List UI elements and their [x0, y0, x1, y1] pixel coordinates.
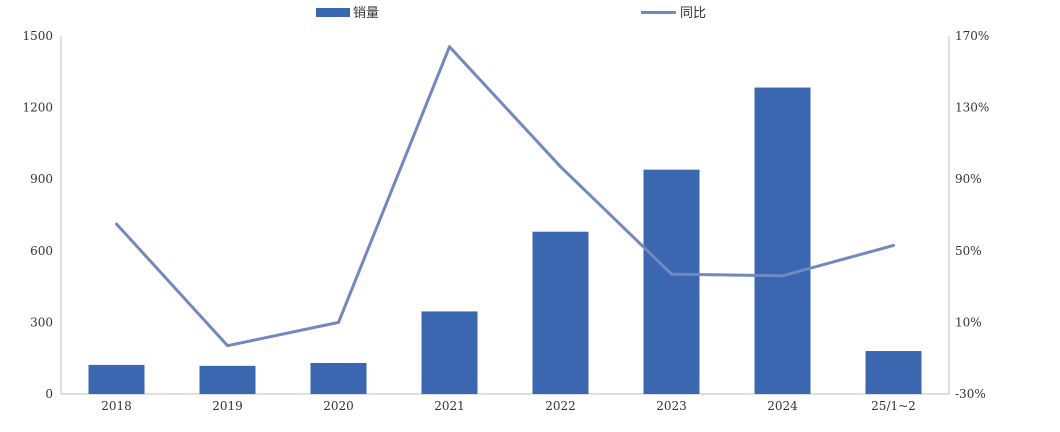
right-tick-label: 170%: [955, 29, 989, 43]
line-series: [115, 45, 895, 348]
legend: 销量 同比: [316, 6, 706, 21]
left-tick-label: 0: [45, 387, 53, 401]
right-tick-label: 50%: [955, 244, 982, 258]
yoy-point-2023: [670, 272, 673, 276]
legend-line-label: 同比: [680, 6, 706, 21]
left-tick-label: 1500: [22, 29, 53, 43]
bar-2022: [532, 231, 589, 394]
axes: [60, 36, 950, 395]
x-tick-label: 2019: [212, 399, 243, 413]
bar-series: [88, 87, 922, 394]
yoy-point-2022: [559, 165, 562, 169]
x-tick-label: 25/1~2: [871, 399, 916, 413]
yoy-point-2021: [448, 45, 451, 49]
bar-2021: [421, 311, 478, 394]
right-axis-ticks: -30% 10% 50% 90% 130% 170%: [955, 29, 989, 401]
left-tick-label: 900: [30, 172, 53, 186]
bar-25/1~2: [865, 351, 922, 394]
right-tick-label: 10%: [955, 315, 982, 329]
right-tick-label: 90%: [955, 172, 982, 186]
bar-2020: [310, 362, 367, 394]
legend-bar-swatch: [316, 8, 350, 17]
x-tick-label: 2022: [545, 399, 576, 413]
yoy-line: [115, 45, 894, 348]
yoy-point-2024: [781, 274, 784, 278]
yoy-point-2018: [115, 222, 118, 226]
x-tick-label: 2018: [101, 399, 132, 413]
left-tick-label: 300: [30, 315, 53, 329]
legend-bar-label: 销量: [353, 6, 379, 21]
bar-2023: [643, 169, 700, 394]
x-axis-ticks: 2018 2019 2020 2021 2022 2023 2024 25/1~2: [101, 399, 916, 413]
yoy-point-2020: [337, 320, 340, 324]
left-tick-label: 600: [30, 244, 53, 258]
bar-2018: [88, 364, 145, 394]
left-axis-ticks: 0 300 600 900 1200 1500: [22, 29, 53, 401]
yoy-point-25/1~2: [892, 243, 895, 247]
right-tick-label: 130%: [955, 101, 989, 115]
x-tick-label: 2024: [767, 399, 798, 413]
bar-2019: [199, 365, 256, 394]
x-tick-label: 2020: [323, 399, 354, 413]
yoy-point-2019: [226, 344, 229, 348]
x-tick-label: 2021: [434, 399, 465, 413]
left-tick-label: 1200: [22, 101, 53, 115]
bar-2024: [754, 87, 811, 394]
right-tick-label: -30%: [955, 387, 986, 401]
x-tick-label: 2023: [656, 399, 687, 413]
